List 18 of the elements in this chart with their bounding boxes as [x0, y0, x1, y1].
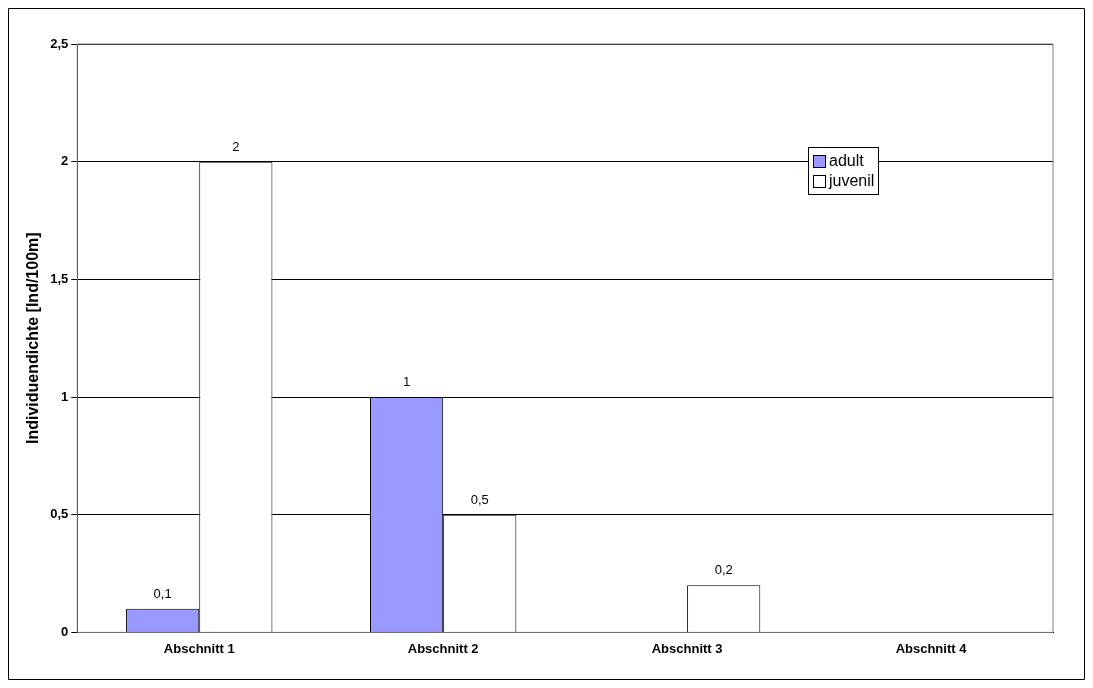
- y-tick-label: 2: [61, 153, 69, 169]
- data-label: 1: [402, 374, 411, 390]
- data-label: 0,1: [153, 585, 172, 601]
- x-tick-label: Abschnitt 3: [651, 640, 723, 656]
- data-label: 2: [232, 138, 240, 154]
- text: juvenil: [829, 171, 875, 191]
- data-label: 0,5: [470, 491, 489, 507]
- data-label: 0,2: [714, 562, 733, 578]
- y-axis-title: Individuendichte [Ind/100m]: [24, 232, 42, 444]
- y-tick-label: 1: [61, 388, 69, 404]
- y-tick-label: 0,5: [50, 506, 69, 522]
- x-tick-label: Abschnitt 1: [163, 640, 235, 656]
- y-tick-label: 0: [61, 623, 69, 639]
- x-tick-label: Abschnitt 4: [895, 640, 968, 656]
- legend-label: adult: [829, 151, 864, 171]
- y-tick-label: 1,5: [50, 270, 69, 286]
- y-tick-label: 2,5: [50, 35, 69, 51]
- x-tick-label: Abschnitt 2: [407, 640, 479, 656]
